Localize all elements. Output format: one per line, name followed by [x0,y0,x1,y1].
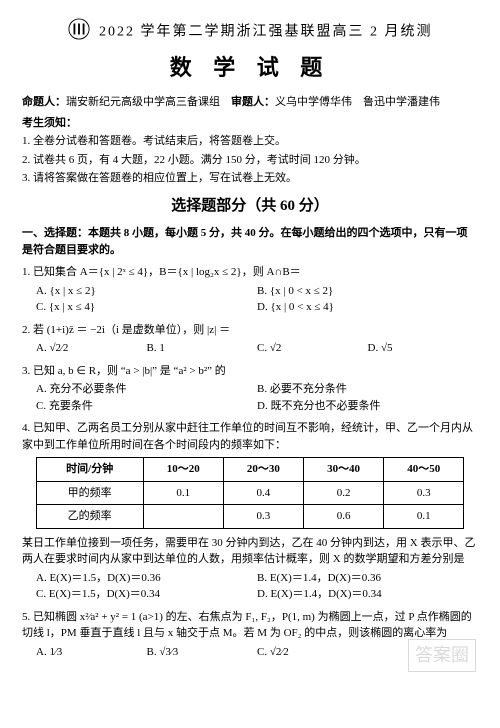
q1-options: A. {x | x ≤ 2} B. {x | 0 < x ≤ 2} C. {x … [36,283,478,316]
q4-stem2: 某日工作单位接到一项任务，需要甲在 30 分钟内到达，乙在 40 分钟内到达，用… [22,535,478,568]
exam-page: 2022 学年第二学期浙江强基联盟高三 2 月统测 数 学 试 题 命题人：瑞安… [0,0,500,682]
q4-table: 时间/分钟 10～20 20～30 30～40 40～50 甲的频率 0.1 0… [36,457,465,529]
notice-item-2: 2. 试卷共 6 页，有 4 大题，22 小题。满分 150 分，考试时间 12… [22,152,478,169]
q2-option-a: A. √2⁄2 [36,340,147,357]
q1-option-c: C. {x | x ≤ 4} [36,299,257,316]
header-line1: 2022 学年第二学期浙江强基联盟高三 2 月统测 [22,18,478,47]
notice-item-1: 1. 全卷分试卷和答题卷。考试结束后，将答题卷上交。 [22,133,478,150]
q3-option-d: D. 既不充分也不必要条件 [257,398,478,415]
q3-options: A. 充分不必要条件 B. 必要不充分条件 C. 充要条件 D. 既不充分也不必… [36,381,478,414]
q4-r0c1: 0.1 [143,481,223,505]
table-row: 甲的频率 0.1 0.4 0.2 0.3 [36,481,464,505]
section-title: 选择题部分（共 60 分） [22,195,478,218]
watermark-badge: 答案圈 [408,639,476,672]
q4-h0: 时间/分钟 [36,458,143,482]
q5-stem: 5. 已知椭圆 x²⁄a² + y² = 1 (a>1) 的左、右焦点为 F₁,… [22,609,478,642]
q5-option-a: A. 1⁄3 [36,644,147,661]
q4-r0c3: 0.2 [303,481,383,505]
reviewer-label: 审题人： [231,96,275,108]
q4-r1c2: 0.3 [223,505,303,529]
logo-icon [68,18,90,47]
q2-option-d: D. √5 [368,340,479,357]
q4-r1c4: 0.1 [384,505,464,529]
q1-option-d: D. {x | 0 < x ≤ 4} [257,299,478,316]
q2-stem: 2. 若 (1+i)z̄ ＝ −2i（i 是虚数单位），则 |z| ＝ [22,322,478,339]
header-text-1: 2022 学年第二学期浙江强基联盟高三 2 月统测 [99,25,433,40]
q3-option-a: A. 充分不必要条件 [36,381,257,398]
q3-option-c: C. 充要条件 [36,398,257,415]
q1-stem: 1. 已知集合 A＝{x | 2ˣ ≤ 4}，B＝{x | log₂x ≤ 2}… [22,264,478,281]
q5-option-b: B. √3⁄3 [147,644,258,661]
q3-option-b: B. 必要不充分条件 [257,381,478,398]
q3-stem: 3. 已知 a, b ∈ R，则 “a > |b|” 是 “a² > b²” 的 [22,363,478,380]
exam-title: 数 学 试 题 [22,51,478,84]
q4-stem1: 4. 已知甲、乙两名员工分别从家中赶往工作单位的时间互不影响，经统计，甲、乙一个… [22,420,478,453]
q4-options: A. E(X)＝1.5，D(X)＝0.36 B. E(X)＝1.4，D(X)＝0… [36,570,478,603]
q4-option-a: A. E(X)＝1.5，D(X)＝0.36 [36,570,257,587]
section-header: 一、选择题：本题共 8 小题，每小题 5 分，共 40 分。在每小题给出的四个选… [22,225,478,258]
q1-option-a: A. {x | x ≤ 2} [36,283,257,300]
reviewer-name: 义乌中学傅华伟 鲁迅中学潘建伟 [275,96,440,108]
notice-title: 考生须知： [22,115,478,132]
authors-line: 命题人：瑞安新纪元高级中学高三备课组 审题人：义乌中学傅华伟 鲁迅中学潘建伟 [22,94,478,111]
composer-label: 命题人： [22,96,66,108]
q4-r1c3: 0.6 [303,505,383,529]
q4-h1: 10～20 [143,458,223,482]
q4-r1c0: 乙的频率 [36,505,143,529]
composer-name: 瑞安新纪元高级中学高三备课组 [66,96,220,108]
q2-option-b: B. 1 [147,340,258,357]
q4-r0c2: 0.4 [223,481,303,505]
q4-r0c0: 甲的频率 [36,481,143,505]
table-row: 乙的频率 0.3 0.6 0.1 [36,505,464,529]
q4-option-d: D. E(X)＝1.4，D(X)＝0.34 [257,586,478,603]
q4-r1c1 [143,505,223,529]
q4-option-b: B. E(X)＝1.4，D(X)＝0.36 [257,570,478,587]
q5-option-c: C. √2⁄2 [257,644,368,661]
q1-option-b: B. {x | 0 < x ≤ 2} [257,283,478,300]
q2-option-c: C. √2 [257,340,368,357]
q4-r0c4: 0.3 [384,481,464,505]
table-row: 时间/分钟 10～20 20～30 30～40 40～50 [36,458,464,482]
q2-options: A. √2⁄2 B. 1 C. √2 D. √5 [36,340,478,357]
q4-option-c: C. E(X)＝1.5，D(X)＝0.34 [36,586,257,603]
q4-h4: 40～50 [384,458,464,482]
q4-h2: 20～30 [223,458,303,482]
q4-h3: 30～40 [303,458,383,482]
notice-item-3: 3. 请将答案做在答题卷的相应位置上，写在试卷上无效。 [22,170,478,187]
